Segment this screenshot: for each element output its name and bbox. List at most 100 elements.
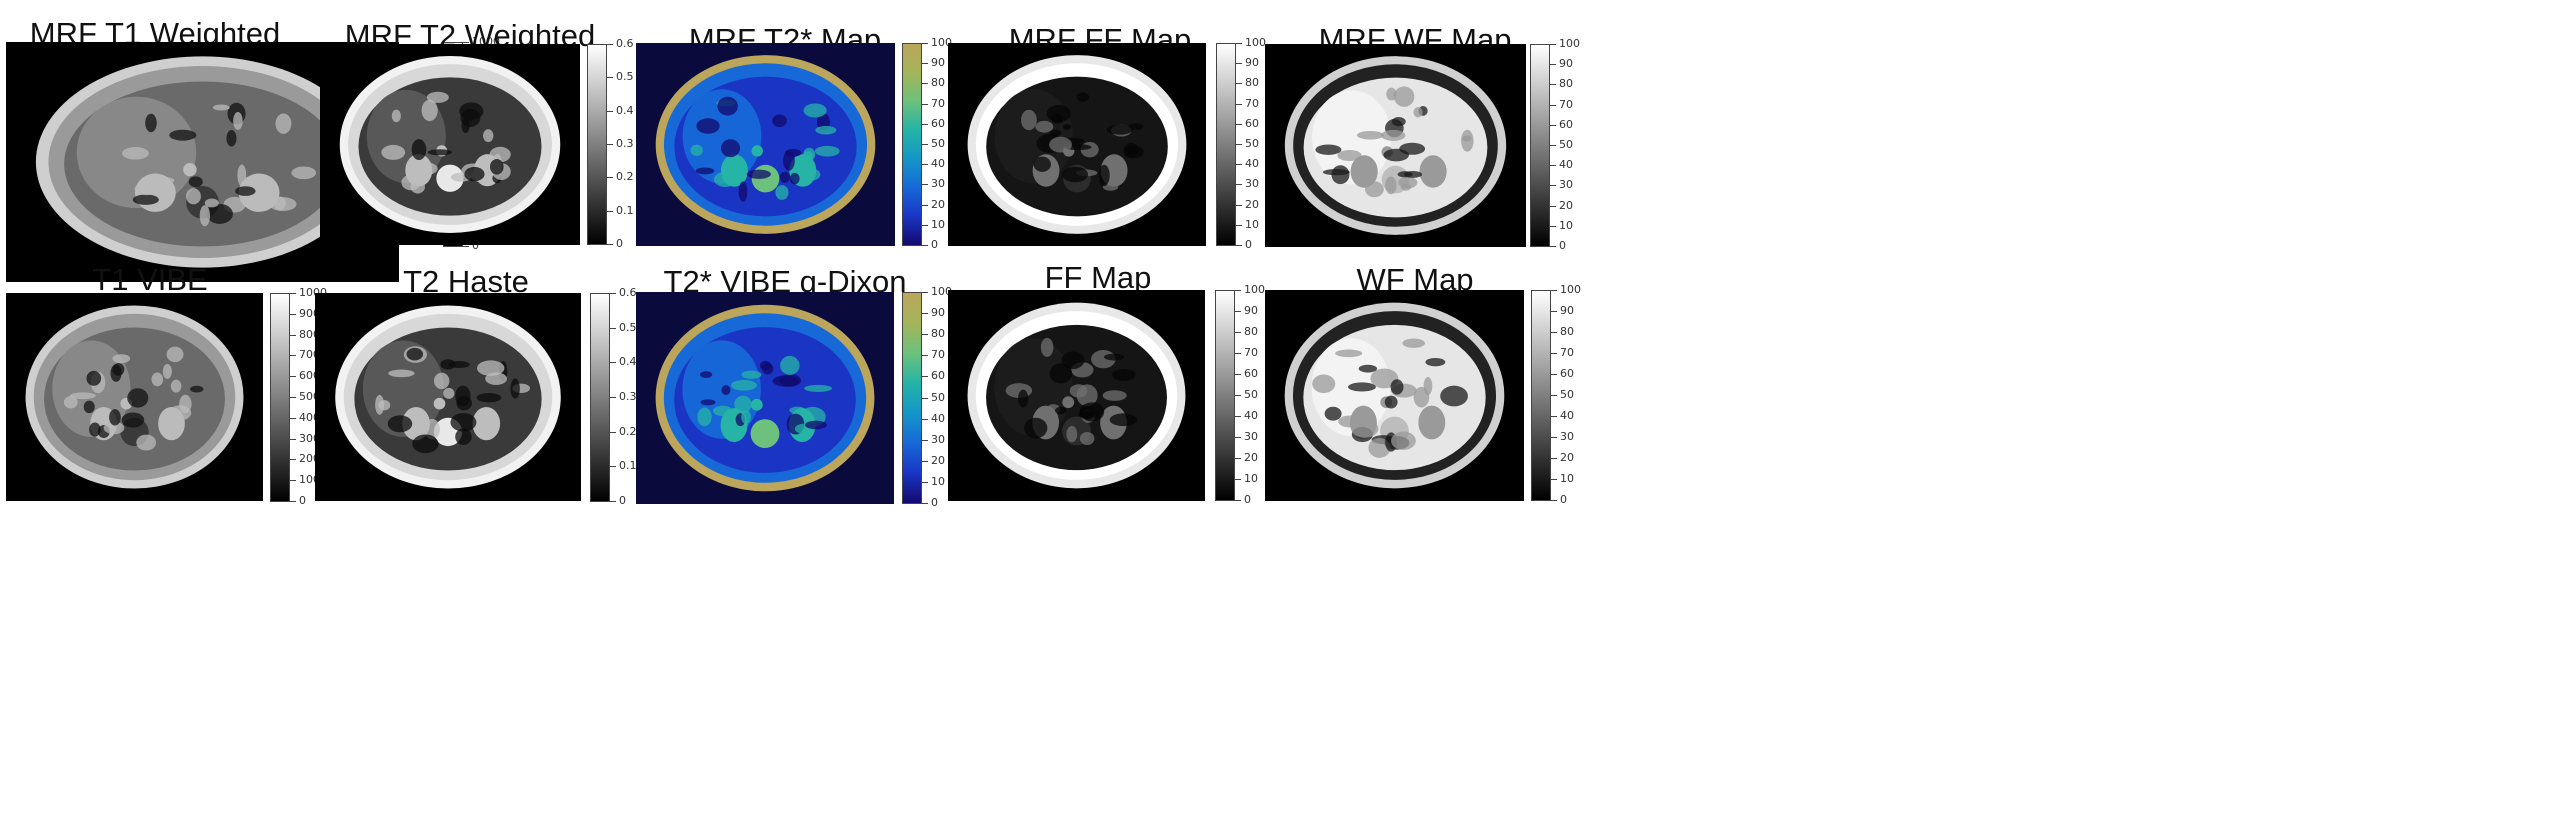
tick-label: 0 bbox=[616, 237, 623, 250]
tissue-speckle bbox=[443, 387, 455, 399]
tissue-speckle bbox=[1385, 176, 1397, 195]
colorbar bbox=[1216, 43, 1236, 246]
colorbar-tick: 0.5 bbox=[610, 320, 656, 335]
aorta bbox=[433, 397, 446, 410]
colorbar-tick: 40 bbox=[1235, 409, 1281, 423]
tick-label: 60 bbox=[1245, 116, 1259, 130]
colorbar bbox=[1215, 290, 1235, 501]
tissue-speckle bbox=[190, 385, 204, 393]
tissue-speckle bbox=[476, 392, 502, 403]
tissue-speckle bbox=[713, 171, 737, 188]
colorbar-tick: 0.1 bbox=[607, 204, 653, 218]
tissue-speckle bbox=[1103, 353, 1125, 361]
tissue-speckle bbox=[456, 396, 472, 411]
tick-mark bbox=[922, 481, 928, 483]
tick-mark bbox=[610, 362, 616, 364]
tick-mark bbox=[1236, 144, 1242, 145]
colorbar-tick: 60 bbox=[1236, 116, 1282, 131]
tick-label: 50 bbox=[1560, 388, 1574, 401]
tissue-speckle bbox=[1368, 438, 1391, 458]
colorbar-tick: 80 bbox=[1235, 325, 1281, 339]
tick-mark bbox=[922, 418, 928, 420]
tick-mark bbox=[1550, 165, 1556, 167]
tick-label: 200 bbox=[299, 452, 320, 466]
tissue-speckle bbox=[460, 108, 481, 127]
tick-label: 10 bbox=[1559, 218, 1573, 232]
colorbar-tick: 20 bbox=[922, 453, 968, 468]
colorbar-tick: 30 bbox=[1235, 430, 1281, 444]
colorbar-tick: 400 bbox=[290, 411, 336, 425]
tick-mark bbox=[610, 466, 616, 468]
tissue-speckle bbox=[412, 434, 439, 454]
anatomy bbox=[1284, 56, 1507, 235]
tick-mark bbox=[922, 313, 928, 315]
tick-label: 70 bbox=[931, 348, 945, 362]
tick-label: 700 bbox=[299, 348, 320, 362]
mri-image bbox=[636, 292, 894, 504]
tick-label: 0 bbox=[1560, 493, 1567, 506]
tissue-speckle bbox=[1337, 149, 1362, 161]
tick-label: 50 bbox=[1245, 137, 1259, 150]
tissue-speckle bbox=[121, 412, 145, 428]
tissue-speckle bbox=[489, 146, 511, 163]
colorbar-tick: 70 bbox=[922, 97, 968, 111]
aorta bbox=[183, 162, 197, 177]
tissue-speckle bbox=[1393, 86, 1415, 107]
tissue-speckle bbox=[1061, 351, 1085, 370]
tick-label: 0 bbox=[931, 496, 938, 509]
tissue-speckle bbox=[721, 385, 731, 396]
colorbar-tick: 30 bbox=[1236, 177, 1282, 191]
tick-label: 60 bbox=[1244, 367, 1258, 380]
colorbar-tick: 60 bbox=[1550, 118, 1596, 132]
colorbar-tick: 70 bbox=[922, 348, 968, 362]
tick-mark bbox=[1236, 164, 1242, 166]
tick-label: 90 bbox=[1560, 304, 1574, 317]
colorbar-tick: 30 bbox=[1550, 178, 1596, 192]
tissue-speckle bbox=[741, 410, 751, 424]
tick-label: 60 bbox=[1560, 367, 1574, 380]
colorbar bbox=[270, 293, 290, 502]
tick-mark bbox=[607, 177, 613, 179]
tissue-speckle bbox=[162, 363, 172, 379]
tick-mark bbox=[922, 460, 928, 462]
tissue-speckle bbox=[815, 125, 837, 135]
colorbar-tick: 10 bbox=[922, 218, 968, 232]
tissue-speckle bbox=[1351, 420, 1379, 438]
tick-label: 100 bbox=[1244, 283, 1265, 296]
tick-mark bbox=[610, 431, 616, 433]
tick-label: 70 bbox=[1244, 346, 1258, 359]
tissue-speckle bbox=[741, 370, 762, 379]
tick-mark bbox=[1551, 500, 1557, 501]
colorbar-tick: 50 bbox=[1235, 388, 1281, 402]
tissue-speckle bbox=[424, 418, 440, 440]
tissue-speckle bbox=[206, 203, 233, 224]
tissue-speckle bbox=[690, 144, 703, 156]
tick-mark bbox=[290, 293, 296, 294]
tissue-speckle bbox=[802, 168, 821, 181]
tissue-speckle bbox=[411, 161, 438, 176]
tissue-speckle bbox=[186, 188, 201, 205]
tissue-speckle bbox=[1391, 117, 1406, 127]
tick-label: 50 bbox=[931, 137, 945, 150]
tissue-speckle bbox=[1078, 411, 1100, 418]
tissue-speckle bbox=[1076, 384, 1098, 407]
tissue-speckle bbox=[1358, 364, 1378, 373]
tick-label: 20 bbox=[931, 453, 945, 467]
tissue-speckle bbox=[1324, 406, 1342, 421]
colorbar bbox=[902, 292, 922, 504]
colorbar-tick: 40 bbox=[922, 412, 968, 426]
tissue-speckle bbox=[1425, 357, 1446, 367]
tissue-speckle bbox=[483, 129, 494, 143]
colorbar-tick: 10 bbox=[1236, 218, 1282, 232]
tick-mark bbox=[922, 63, 928, 65]
tick-label: 0.5 bbox=[619, 320, 637, 334]
left-kidney bbox=[1419, 155, 1447, 188]
tissue-speckle bbox=[406, 347, 424, 361]
colorbar-tick: 40 bbox=[1550, 158, 1596, 172]
tissue-speckle bbox=[151, 372, 164, 387]
colorbar-tick: 80 bbox=[922, 76, 968, 90]
tick-mark bbox=[1235, 290, 1241, 291]
tissue-speckle bbox=[1076, 92, 1089, 102]
colorbar-tick: 40 bbox=[1236, 157, 1282, 171]
tissue-speckle bbox=[730, 379, 757, 391]
